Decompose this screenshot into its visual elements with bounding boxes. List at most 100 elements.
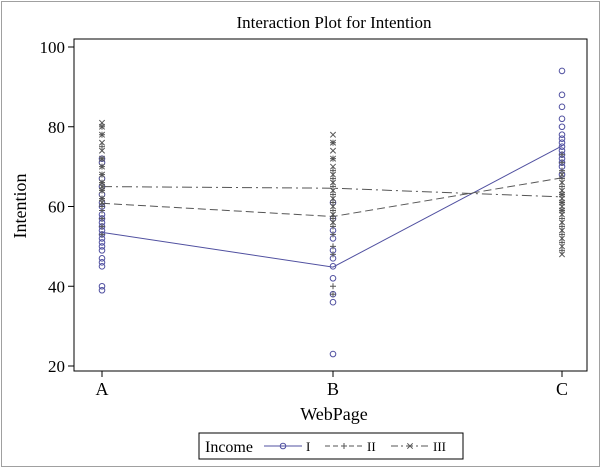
- data-point-plus: [330, 283, 336, 290]
- data-point-x: [329, 219, 337, 226]
- mean-lines: [101, 145, 563, 268]
- data-point-x: [558, 227, 566, 234]
- x-tick-label: A: [96, 379, 109, 399]
- data-point-circle: [558, 135, 566, 143]
- data-point-plus: [99, 143, 105, 150]
- data-point-x: [98, 147, 106, 154]
- data-point-circle: [558, 123, 566, 131]
- legend-marker-iii-b: [406, 442, 414, 450]
- data-point-x-b: [98, 147, 106, 154]
- y-tick-label: 60: [48, 198, 65, 217]
- data-point-x-b: [329, 195, 337, 202]
- data-point-x: [558, 219, 566, 226]
- data-point-x-b: [329, 163, 337, 170]
- mean-line-ii: [101, 177, 563, 218]
- data-point-x-b: [329, 171, 337, 178]
- data-point-plus: [330, 207, 336, 214]
- data-point-x-b: [98, 187, 106, 194]
- data-point-x-b: [329, 179, 337, 186]
- legend-label-ii: II: [367, 439, 376, 454]
- data-point-x: [329, 155, 337, 162]
- legend-marker-ii: [341, 443, 347, 449]
- data-point-plus: [330, 291, 336, 298]
- legend-box: [198, 432, 464, 460]
- data-point-x: [98, 123, 106, 130]
- legend-marker-i: [279, 442, 287, 450]
- data-point-plus: [330, 191, 336, 198]
- data-point-x-b: [98, 155, 106, 162]
- data-point-x: [558, 211, 566, 218]
- data-point-plus: [559, 159, 565, 166]
- data-point-plus: [559, 231, 565, 238]
- mean-line-iii: [101, 186, 563, 198]
- data-point-x-b: [98, 131, 106, 138]
- data-point-x: [98, 187, 106, 194]
- data-point-circle: [558, 115, 566, 123]
- y-axis-label: Intention: [10, 174, 30, 239]
- data-point-plus: [559, 247, 565, 254]
- data-point-x: [329, 171, 337, 178]
- data-point-x-b: [329, 147, 337, 154]
- data-point-x-b: [329, 187, 337, 194]
- data-point-plus: [99, 215, 105, 222]
- data-point-x: [98, 199, 106, 206]
- data-point-x-b: [329, 139, 337, 146]
- data-point-circle: [98, 286, 106, 294]
- data-point-x-b: [558, 179, 566, 186]
- data-point-circle: [558, 67, 566, 75]
- data-point-plus: [99, 207, 105, 214]
- data-point-x-b: [329, 155, 337, 162]
- x-axis-label: WebPage: [300, 404, 368, 424]
- data-point-x: [558, 251, 566, 258]
- data-point-x: [329, 147, 337, 154]
- legend-marker-iii: [406, 442, 414, 450]
- y-tick-label: 80: [48, 118, 65, 137]
- data-point-x-b: [558, 171, 566, 178]
- data-point-plus: [559, 215, 565, 222]
- y-tick-label: 100: [40, 38, 66, 57]
- data-point-plus: [330, 243, 336, 250]
- data-point-circle: [558, 91, 566, 99]
- data-point-plus: [559, 167, 565, 174]
- legend: Income I II III: [198, 432, 464, 460]
- data-point-circle: [98, 255, 106, 262]
- data-point-x: [98, 131, 106, 138]
- data-point-x: [98, 155, 106, 162]
- data-point-x: [98, 171, 106, 178]
- data-point-circle: [558, 143, 566, 150]
- data-point-plus: [330, 183, 336, 190]
- data-point-x: [329, 139, 337, 146]
- data-point-plus: [330, 251, 336, 258]
- data-point-x-b: [329, 203, 337, 210]
- data-point-plus: [559, 223, 565, 230]
- data-point-x-b: [558, 243, 566, 250]
- data-point-x-b: [558, 251, 566, 258]
- chart-title: Interaction Plot for Intention: [237, 13, 432, 32]
- data-point-circle: [98, 247, 106, 254]
- data-point-x-b: [98, 171, 106, 178]
- mean-line-i: [101, 145, 563, 268]
- data-point-plus: [559, 239, 565, 246]
- data-point-x-b: [98, 199, 106, 206]
- data-point-plus: [99, 223, 105, 230]
- data-point-x-b: [98, 123, 106, 130]
- data-point-circle: [98, 259, 106, 266]
- x-tick-label: B: [327, 379, 339, 399]
- data-marks: [98, 67, 566, 358]
- data-point-x: [329, 203, 337, 210]
- data-point-x-b: [558, 211, 566, 218]
- data-point-circle: [329, 298, 337, 306]
- data-point-x: [558, 235, 566, 242]
- plot-area: [73, 38, 588, 372]
- data-point-x: [329, 131, 337, 138]
- data-point-plus: [330, 175, 336, 182]
- data-point-x-b: [329, 219, 337, 226]
- data-point-x-b: [329, 131, 337, 138]
- y-tick-label: 40: [48, 277, 65, 296]
- data-point-x: [558, 179, 566, 186]
- data-point-plus: [330, 223, 336, 230]
- data-point-x-b: [98, 163, 106, 170]
- data-point-x: [329, 179, 337, 186]
- x-tick-label: C: [556, 379, 568, 399]
